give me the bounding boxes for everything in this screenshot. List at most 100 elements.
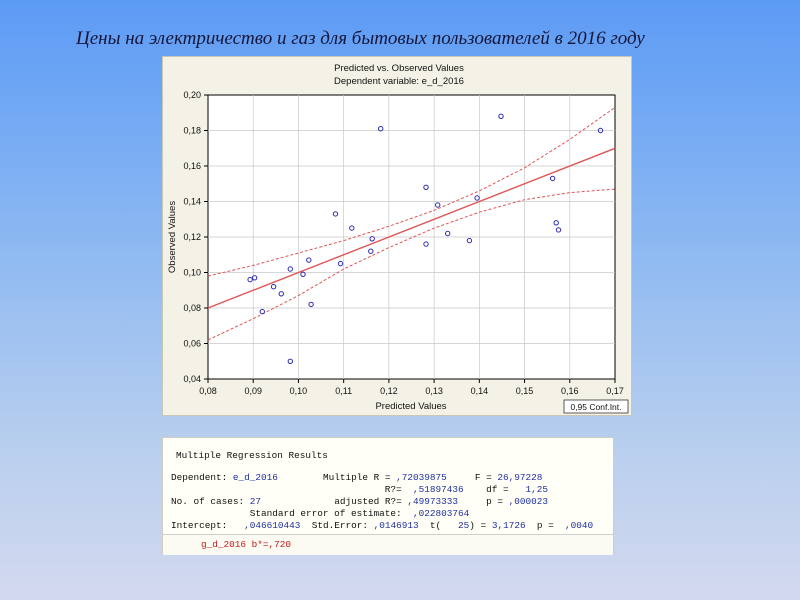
data-point (278, 291, 285, 297)
results-title: Multiple Regression Results (176, 450, 328, 461)
intercept-label: Intercept: (171, 520, 228, 531)
multiple-r-value: ,72039875 (396, 472, 447, 483)
t-close: ) = (469, 520, 487, 531)
cases-value: 27 (249, 496, 262, 507)
ci-lower-line (207, 188, 616, 341)
f-label: F = (474, 472, 492, 483)
data-point (423, 241, 429, 247)
regression-line (207, 147, 616, 309)
t-df-value: 25 (458, 520, 470, 531)
f-value: 26,97228 (497, 472, 543, 483)
data-point (349, 225, 355, 231)
legend-label: 0,95 Conf.Int. (570, 402, 621, 412)
data-point (555, 227, 562, 233)
data-point (549, 175, 556, 182)
data-point (332, 211, 339, 217)
data-point (259, 308, 266, 315)
data-point (435, 202, 441, 208)
data-point (466, 237, 473, 244)
data-point (597, 127, 604, 134)
data-point (247, 276, 253, 283)
p2-value: ,0040 (565, 520, 594, 531)
results-line-se: Standard error of estimate: ,022803764 (171, 508, 469, 520)
x-tick-label: 0,11 (335, 386, 352, 396)
data-point (368, 248, 374, 254)
stderr-value: ,0146913 (373, 520, 419, 531)
df-label: df = (486, 484, 509, 495)
ci-upper-line (207, 106, 616, 277)
x-tick-label: 0,16 (561, 386, 579, 396)
x-tick-label: 0,10 (290, 386, 308, 396)
data-point (251, 275, 258, 281)
data-point (300, 271, 306, 278)
y-tick-label: 0,12 (183, 232, 201, 242)
data-point (287, 266, 294, 272)
confidence-bands (207, 106, 616, 341)
y-tick-label: 0,18 (183, 126, 201, 136)
axis-ticks: 0,08 0,09 0,10 0,11 0,12 0,13 0,14 0,15 0,16 0,17… (183, 90, 623, 396)
data-point (474, 195, 480, 201)
footer-beta-text: g_d_2016 b*=,720 (201, 539, 292, 550)
scatter-chart-panel: Predicted vs. Observed Values Dependent … (162, 56, 632, 416)
y-tick-label: 0,14 (183, 197, 201, 207)
x-tick-label: 0,12 (380, 386, 398, 396)
stderr-label: Std.Error: (311, 520, 368, 531)
t-value: 3,1726 (491, 520, 526, 531)
legend-box (563, 399, 629, 414)
results-line-intercept: Intercept: ,046610443 Std.Error: ,014691… (171, 520, 593, 532)
df-value: 1,25 (525, 484, 549, 495)
r2-label: R?= (384, 484, 402, 495)
se-value: ,022803764 (412, 508, 470, 519)
x-tick-label: 0,15 (516, 386, 534, 396)
y-axis-label: Observed Values (167, 201, 178, 273)
regression-results-panel: Multiple Regression Results Dependent: e… (162, 437, 614, 555)
data-point (270, 284, 277, 290)
data-point (498, 113, 504, 119)
data-point (369, 236, 375, 242)
data-point (308, 301, 314, 308)
y-tick-label: 0,08 (183, 303, 201, 313)
y-tick-label: 0,04 (183, 374, 201, 384)
data-point (423, 184, 429, 191)
slide-title: Цены на электричество и газ для бытовых … (76, 28, 645, 49)
data-point (287, 358, 294, 364)
x-tick-label: 0,09 (244, 386, 262, 396)
y-tick-label: 0,10 (183, 268, 201, 278)
results-line-r2: R?= ,51897436 df = 1,25 (171, 484, 548, 496)
y-tick-label: 0,16 (183, 161, 201, 171)
results-line-dependent: Dependent: e_d_2016 Multiple R = ,720398… (171, 472, 542, 484)
data-point (445, 230, 451, 237)
x-tick-label: 0,17 (606, 386, 624, 396)
p-value: ,000023 (508, 496, 549, 507)
p2-label: p = (536, 520, 554, 531)
p-label: p = (486, 496, 504, 507)
dependent-label: Dependent: (171, 472, 228, 483)
scatter-chart: Predicted vs. Observed Values Dependent … (167, 63, 629, 414)
adj-r2-label: adjusted R?= (334, 496, 402, 507)
multiple-r-label: Multiple R = (322, 472, 391, 483)
results-line-cases: No. of cases: 27 adjusted R?= ,49973333 … (171, 496, 548, 508)
data-point (337, 260, 344, 267)
data-point (306, 257, 312, 263)
data-points (247, 113, 604, 364)
x-tick-label: 0,14 (471, 386, 489, 396)
data-point (553, 220, 559, 226)
y-tick-label: 0,20 (183, 90, 201, 100)
y-tick-label: 0,06 (183, 339, 201, 349)
dependent-value: e_d_2016 (232, 472, 278, 483)
x-tick-label: 0,13 (425, 386, 443, 396)
results-footer: g_d_2016 b*=,720 (163, 534, 613, 555)
data-point (378, 126, 384, 132)
se-label: Standard error of estimate: (249, 508, 402, 519)
adj-r2-value: ,49973333 (407, 496, 458, 507)
intercept-value: ,046610443 (244, 520, 301, 531)
chart-grid (208, 95, 615, 379)
chart-title: Predicted vs. Observed Values (334, 63, 464, 74)
r2-value: ,51897436 (412, 484, 464, 495)
t-label: t( (429, 520, 442, 531)
regression-line-group (207, 147, 616, 309)
cases-label: No. of cases: (171, 496, 245, 507)
x-axis-label: Predicted Values (375, 401, 446, 412)
x-tick-label: 0,08 (199, 386, 217, 396)
chart-subtitle: Dependent variable: e_d_2016 (334, 76, 464, 87)
